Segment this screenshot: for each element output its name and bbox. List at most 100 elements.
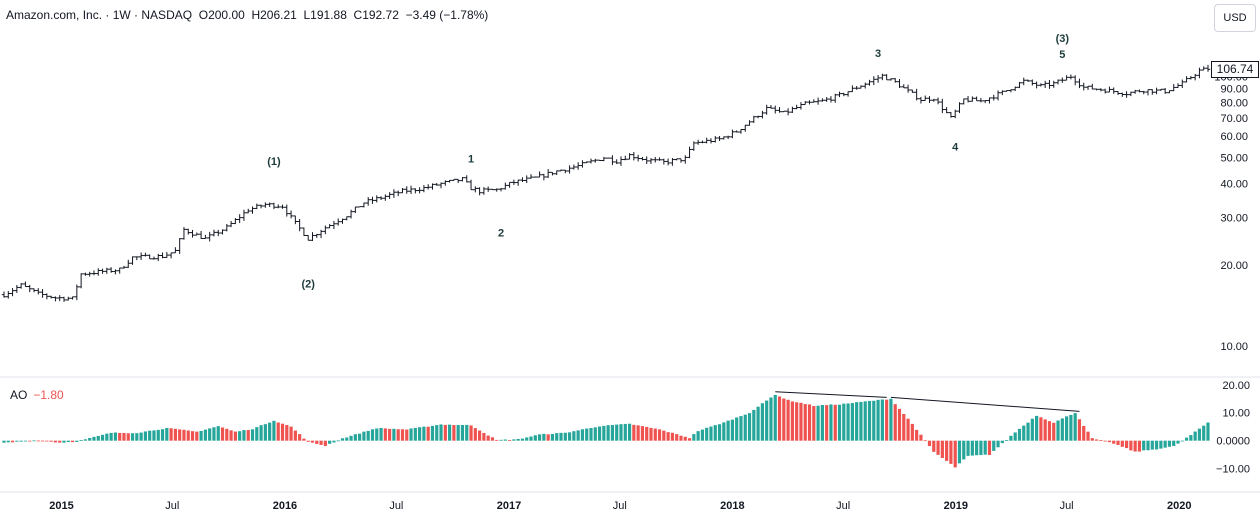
time-tick-label: 2016 xyxy=(273,500,297,512)
ao-bar xyxy=(610,425,615,441)
ao-bar xyxy=(606,425,610,441)
wave-label[interactable]: 3 xyxy=(875,48,881,60)
ao-bar xyxy=(1073,413,1077,441)
ao-bar xyxy=(1065,416,1069,441)
ohlc-bar xyxy=(751,115,757,123)
interval[interactable]: 1W xyxy=(112,8,131,22)
ohlc-bar xyxy=(944,107,949,114)
ohlc-bar xyxy=(918,96,924,104)
ohlc-bar xyxy=(1120,92,1125,97)
ohlc-bar xyxy=(747,120,752,126)
ohlc-bar xyxy=(14,285,20,293)
ao-bar xyxy=(940,440,944,458)
ohlc-bar xyxy=(177,238,182,254)
wave-label[interactable]: (1) xyxy=(267,156,281,168)
ao-bar xyxy=(726,420,730,441)
ohlc-bar xyxy=(31,288,37,293)
ao-bar xyxy=(992,440,996,451)
ohlc-bar xyxy=(781,110,787,113)
ao-bar xyxy=(1133,440,1137,452)
ao-bar xyxy=(23,440,28,442)
ohlc-bar xyxy=(593,158,598,163)
ohlc-bar xyxy=(755,115,761,119)
ohlc-bar xyxy=(293,215,298,225)
ohlc-bar xyxy=(618,156,624,166)
ao-bar xyxy=(1035,415,1039,441)
ohlc-bar xyxy=(635,154,641,162)
ao-bar xyxy=(756,406,760,441)
ohlc-bar xyxy=(863,82,868,89)
ohlc-bar xyxy=(203,234,208,239)
ao-bar xyxy=(332,440,336,443)
ao-bar xyxy=(178,429,182,441)
ao-bar xyxy=(439,424,443,441)
ohlc-bar xyxy=(108,267,114,273)
ohlc-bar xyxy=(1197,67,1202,79)
ao-bar xyxy=(923,440,927,442)
ohlc-bar xyxy=(554,170,559,175)
wave-label[interactable]: 4 xyxy=(952,142,959,154)
ohlc-bar xyxy=(1111,87,1116,94)
ao-bar xyxy=(1180,440,1184,442)
ao-bar xyxy=(1116,440,1120,445)
wave-label[interactable]: (2) xyxy=(301,278,315,290)
ohlc-bar xyxy=(70,296,75,300)
ao-bar xyxy=(825,405,829,441)
price-tick-label: 90.00 xyxy=(1220,84,1248,96)
ohlc-bar xyxy=(1068,74,1074,80)
time-tick-label: 2020 xyxy=(1167,500,1191,512)
ohlc-bar xyxy=(1060,77,1065,83)
ao-bar xyxy=(135,433,139,441)
ao-bar xyxy=(122,432,126,441)
ohlc-bar xyxy=(905,84,911,93)
ao-bar xyxy=(220,427,225,441)
ohlc-bar xyxy=(207,231,212,242)
ohlc-bar xyxy=(310,232,315,241)
ohlc-bar xyxy=(23,281,28,288)
ohlc-bar xyxy=(588,158,594,164)
ao-bar xyxy=(375,428,379,441)
ao-bar xyxy=(657,429,662,441)
ohlc-bar xyxy=(743,124,748,132)
ao-bar xyxy=(293,430,297,441)
ohlc-bar xyxy=(434,182,439,186)
ohlc-bar xyxy=(734,130,739,133)
ao-bar xyxy=(872,400,876,441)
ohlc-bar xyxy=(271,202,277,210)
ao-bar xyxy=(962,440,966,460)
ao-bar xyxy=(100,434,105,441)
ohlc-bar xyxy=(66,296,71,301)
ohlc-bar xyxy=(1004,89,1009,92)
ohlc-bar xyxy=(246,208,251,214)
ohlc-bar xyxy=(1085,85,1091,90)
wave-label[interactable]: 1 xyxy=(468,153,474,165)
wave-label[interactable]: 5 xyxy=(1059,49,1065,61)
ao-bar xyxy=(593,427,597,441)
ohlc-bar xyxy=(1,291,7,298)
ohlc-bar xyxy=(408,185,414,195)
ohlc-bar xyxy=(280,204,285,209)
ohlc-bar xyxy=(258,204,264,209)
ohlc-bar xyxy=(314,233,319,238)
ao-bar xyxy=(259,425,263,441)
ao-bar xyxy=(130,433,135,441)
ao-bar xyxy=(902,413,906,441)
ohlc-bar xyxy=(708,138,714,144)
ao-bar xyxy=(525,437,529,441)
ao-bar xyxy=(666,432,670,441)
wave-label[interactable]: 2 xyxy=(498,227,504,239)
ohlc-bar xyxy=(871,76,876,86)
currency-button[interactable]: USD xyxy=(1214,4,1256,32)
ao-bar xyxy=(263,424,267,441)
ohlc-bar xyxy=(494,188,499,192)
indicator-name[interactable]: AO xyxy=(10,388,28,402)
time-tick-label: 2018 xyxy=(720,500,744,512)
ao-trendline[interactable] xyxy=(775,391,887,398)
ao-bar xyxy=(109,432,113,441)
ohlc-bar xyxy=(995,90,1001,101)
ohlc-bar xyxy=(811,99,817,103)
ao-trendline[interactable] xyxy=(890,396,1080,412)
ohlc-bar xyxy=(880,73,885,81)
wave-label[interactable]: (3) xyxy=(1056,33,1070,45)
